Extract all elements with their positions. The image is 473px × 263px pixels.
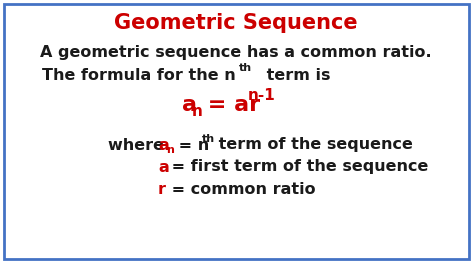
Text: n-1: n-1 [248, 89, 276, 104]
Text: The formula for the n: The formula for the n [42, 68, 236, 83]
Text: th: th [202, 134, 215, 144]
Text: = n: = n [173, 138, 209, 153]
Text: term of the sequence: term of the sequence [213, 138, 413, 153]
Text: A geometric sequence has a common ratio.: A geometric sequence has a common ratio. [40, 45, 432, 60]
Text: n: n [192, 104, 203, 119]
Text: = first term of the sequence: = first term of the sequence [166, 159, 429, 174]
FancyBboxPatch shape [4, 4, 469, 259]
Text: = ar: = ar [200, 95, 260, 115]
Text: where: where [108, 138, 170, 153]
Text: a: a [158, 159, 169, 174]
Text: a: a [158, 138, 169, 153]
Text: = common ratio: = common ratio [166, 181, 315, 196]
Text: term is: term is [261, 68, 331, 83]
Text: th: th [239, 63, 252, 73]
Text: r: r [158, 181, 166, 196]
Text: Geometric Sequence: Geometric Sequence [114, 13, 358, 33]
Text: a: a [182, 95, 197, 115]
Text: n: n [166, 145, 174, 155]
